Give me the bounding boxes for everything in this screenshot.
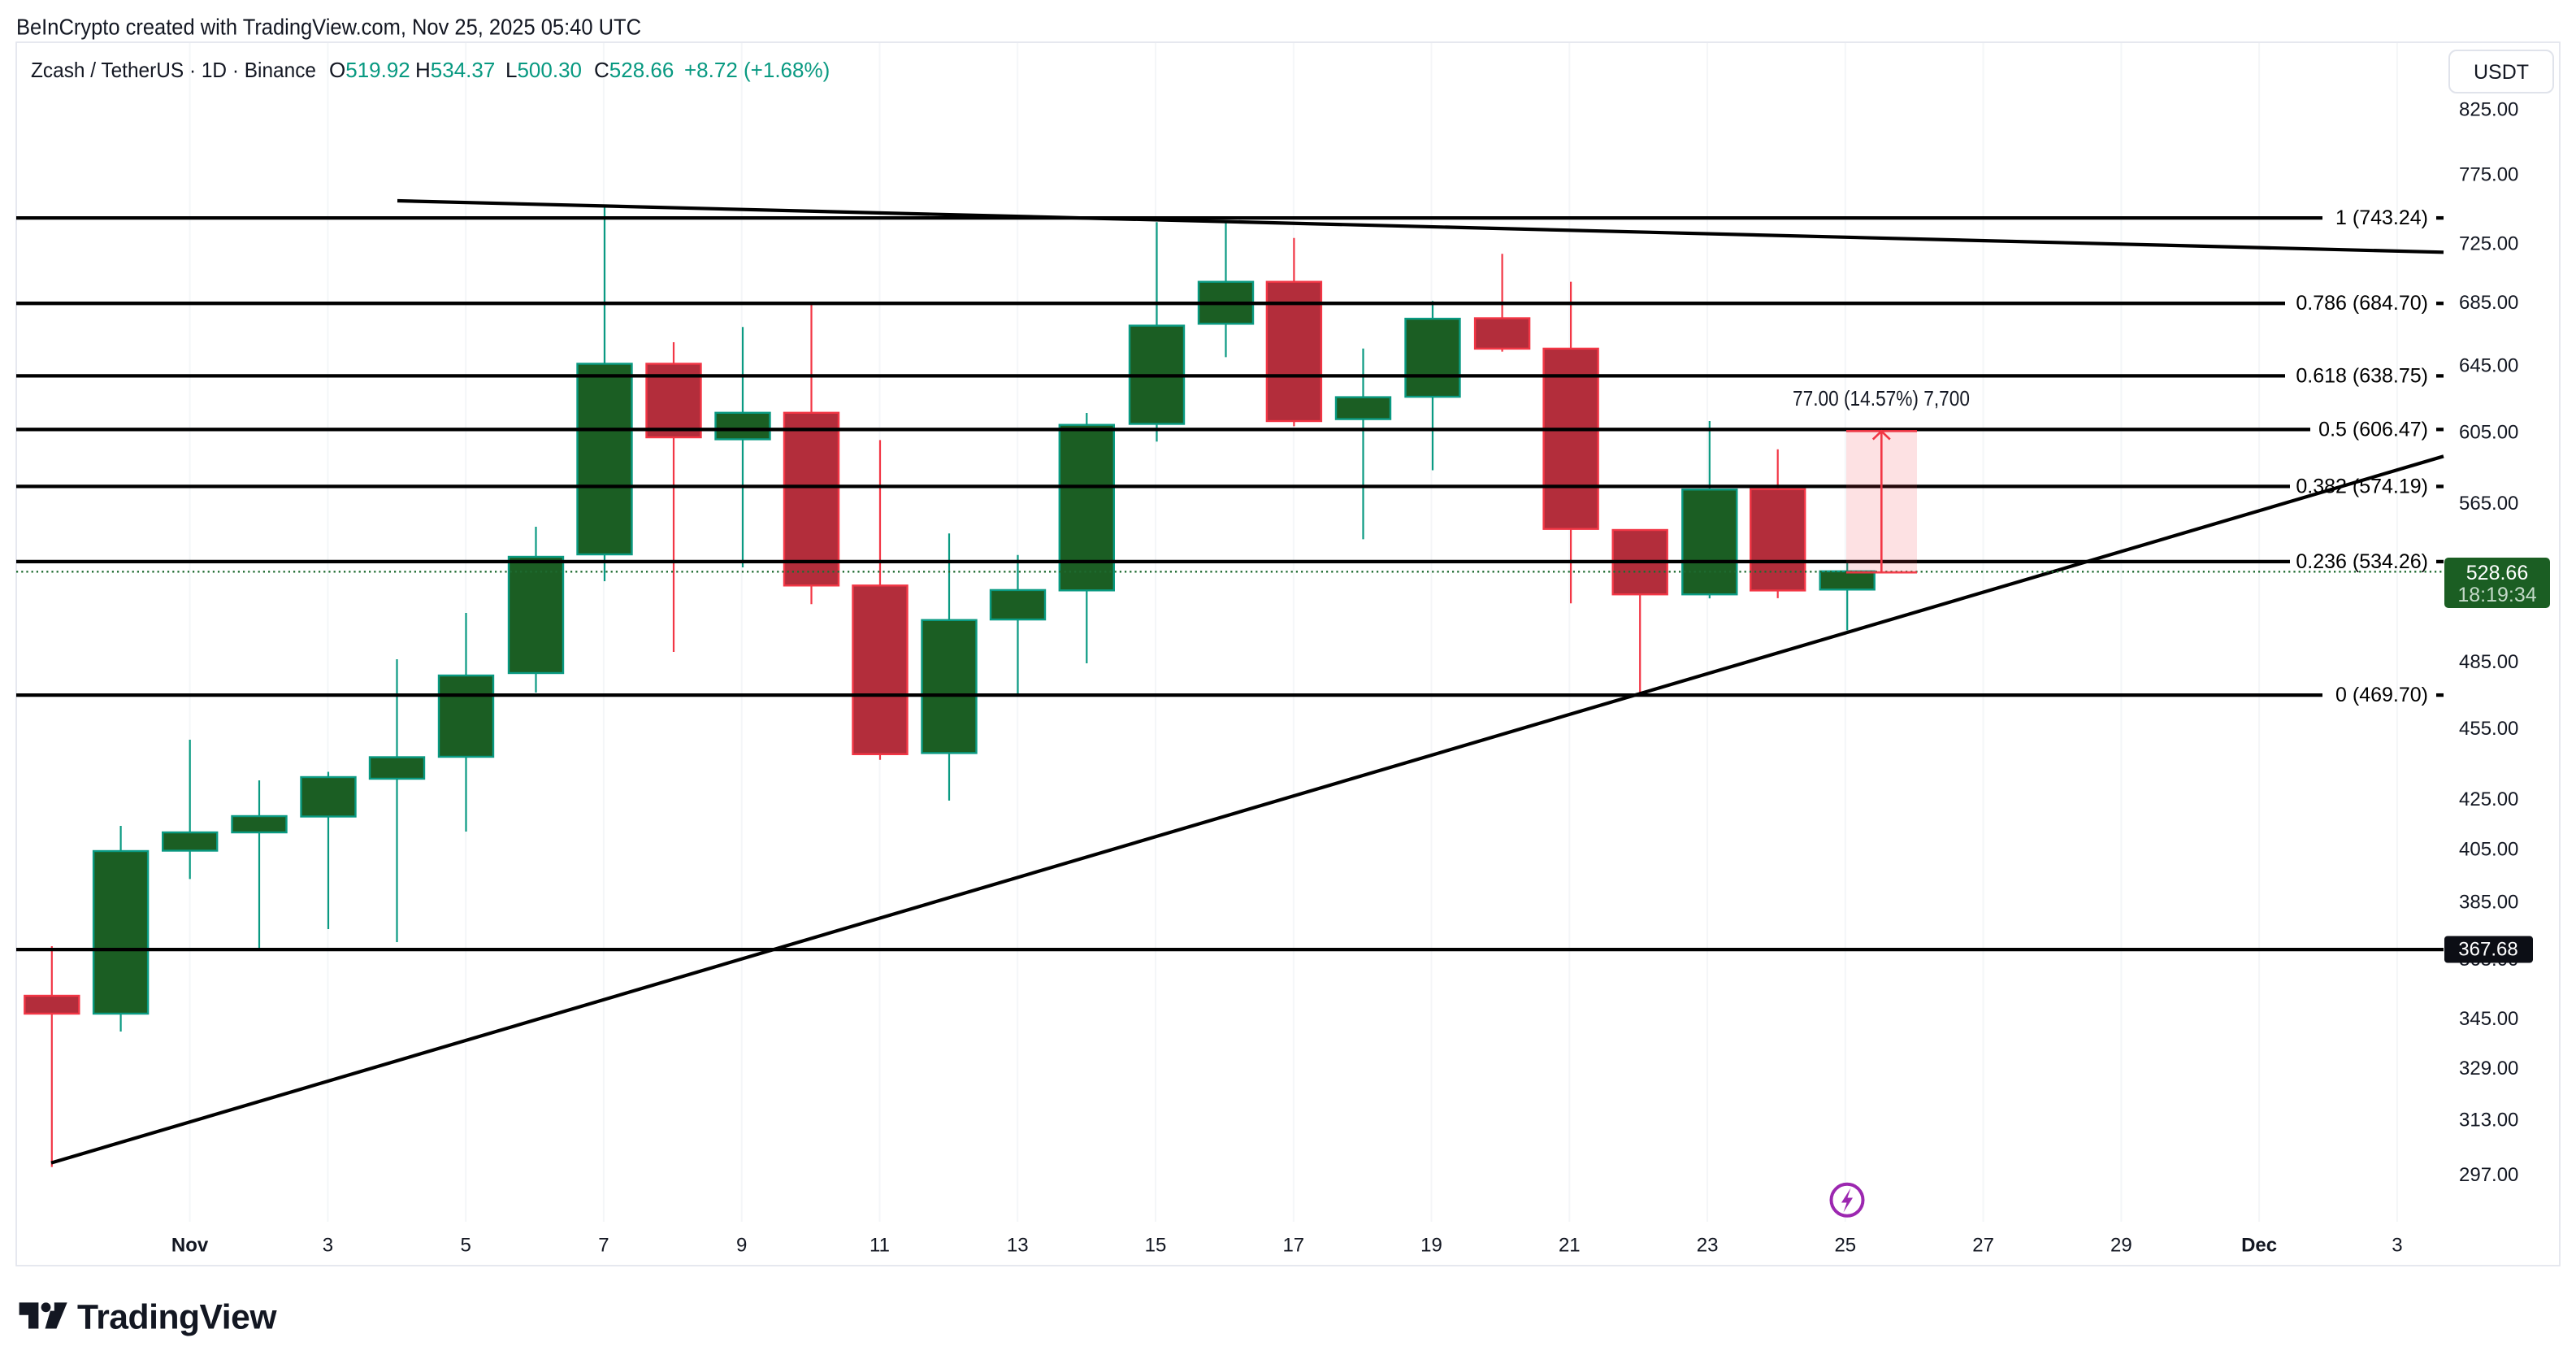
svg-text:9: 9 <box>736 1235 747 1257</box>
svg-text:15: 15 <box>1145 1235 1167 1257</box>
svg-text:0.618 (638.75): 0.618 (638.75) <box>2296 364 2428 387</box>
svg-text:13: 13 <box>1007 1235 1029 1257</box>
svg-text:565.00: 565.00 <box>2459 493 2518 515</box>
svg-text:825.00: 825.00 <box>2459 98 2518 120</box>
svg-text:19: 19 <box>1420 1235 1442 1257</box>
svg-text:605.00: 605.00 <box>2459 422 2518 444</box>
svg-text:367.68: 367.68 <box>2458 939 2517 961</box>
svg-text:18:19:34: 18:19:34 <box>2457 584 2536 606</box>
svg-text:0 (469.70): 0 (469.70) <box>2335 684 2428 706</box>
svg-text:1 (743.24): 1 (743.24) <box>2335 206 2428 229</box>
svg-text:7: 7 <box>598 1235 609 1257</box>
svg-text:29: 29 <box>2110 1235 2132 1257</box>
svg-text:21: 21 <box>1559 1235 1581 1257</box>
svg-text:0.236 (534.26): 0.236 (534.26) <box>2296 550 2428 573</box>
svg-text:528.66: 528.66 <box>2466 562 2528 584</box>
svg-text:405.00: 405.00 <box>2459 839 2518 861</box>
svg-text:Dec: Dec <box>2241 1235 2277 1257</box>
svg-text:17: 17 <box>1282 1235 1304 1257</box>
svg-text:685.00: 685.00 <box>2459 292 2518 314</box>
svg-text:25: 25 <box>1834 1235 1856 1257</box>
svg-text:3: 3 <box>2392 1235 2402 1257</box>
svg-text:385.00: 385.00 <box>2459 892 2518 914</box>
svg-text:USDT: USDT <box>2474 61 2529 84</box>
svg-text:23: 23 <box>1697 1235 1719 1257</box>
svg-text:329.00: 329.00 <box>2459 1058 2518 1079</box>
svg-text:725.00: 725.00 <box>2459 233 2518 255</box>
svg-text:0.786 (684.70): 0.786 (684.70) <box>2296 292 2428 315</box>
svg-text:Nov: Nov <box>171 1235 209 1257</box>
svg-text:BeInCrypto created with Tradin: BeInCrypto created with TradingView.com,… <box>16 15 641 40</box>
svg-text:0.5 (606.47): 0.5 (606.47) <box>2318 418 2428 441</box>
svg-text:775.00: 775.00 <box>2459 163 2518 185</box>
svg-text:3: 3 <box>323 1235 333 1257</box>
svg-text:27: 27 <box>1972 1235 1994 1257</box>
svg-text:TradingView: TradingView <box>77 1298 277 1337</box>
svg-text:11: 11 <box>870 1235 890 1257</box>
svg-text:297.00: 297.00 <box>2459 1164 2518 1186</box>
svg-text:425.00: 425.00 <box>2459 788 2518 810</box>
svg-text:485.00: 485.00 <box>2459 651 2518 673</box>
svg-text:345.00: 345.00 <box>2459 1008 2518 1030</box>
svg-text:313.00: 313.00 <box>2459 1110 2518 1132</box>
svg-text:5: 5 <box>461 1235 471 1257</box>
svg-text:455.00: 455.00 <box>2459 718 2518 740</box>
svg-text:645.00: 645.00 <box>2459 355 2518 377</box>
svg-text:Zcash / TetherUS · 1D · Binanc: Zcash / TetherUS · 1D · Binance <box>31 58 316 82</box>
svg-text:77.00 (14.57%) 7,700: 77.00 (14.57%) 7,700 <box>1793 386 1970 411</box>
